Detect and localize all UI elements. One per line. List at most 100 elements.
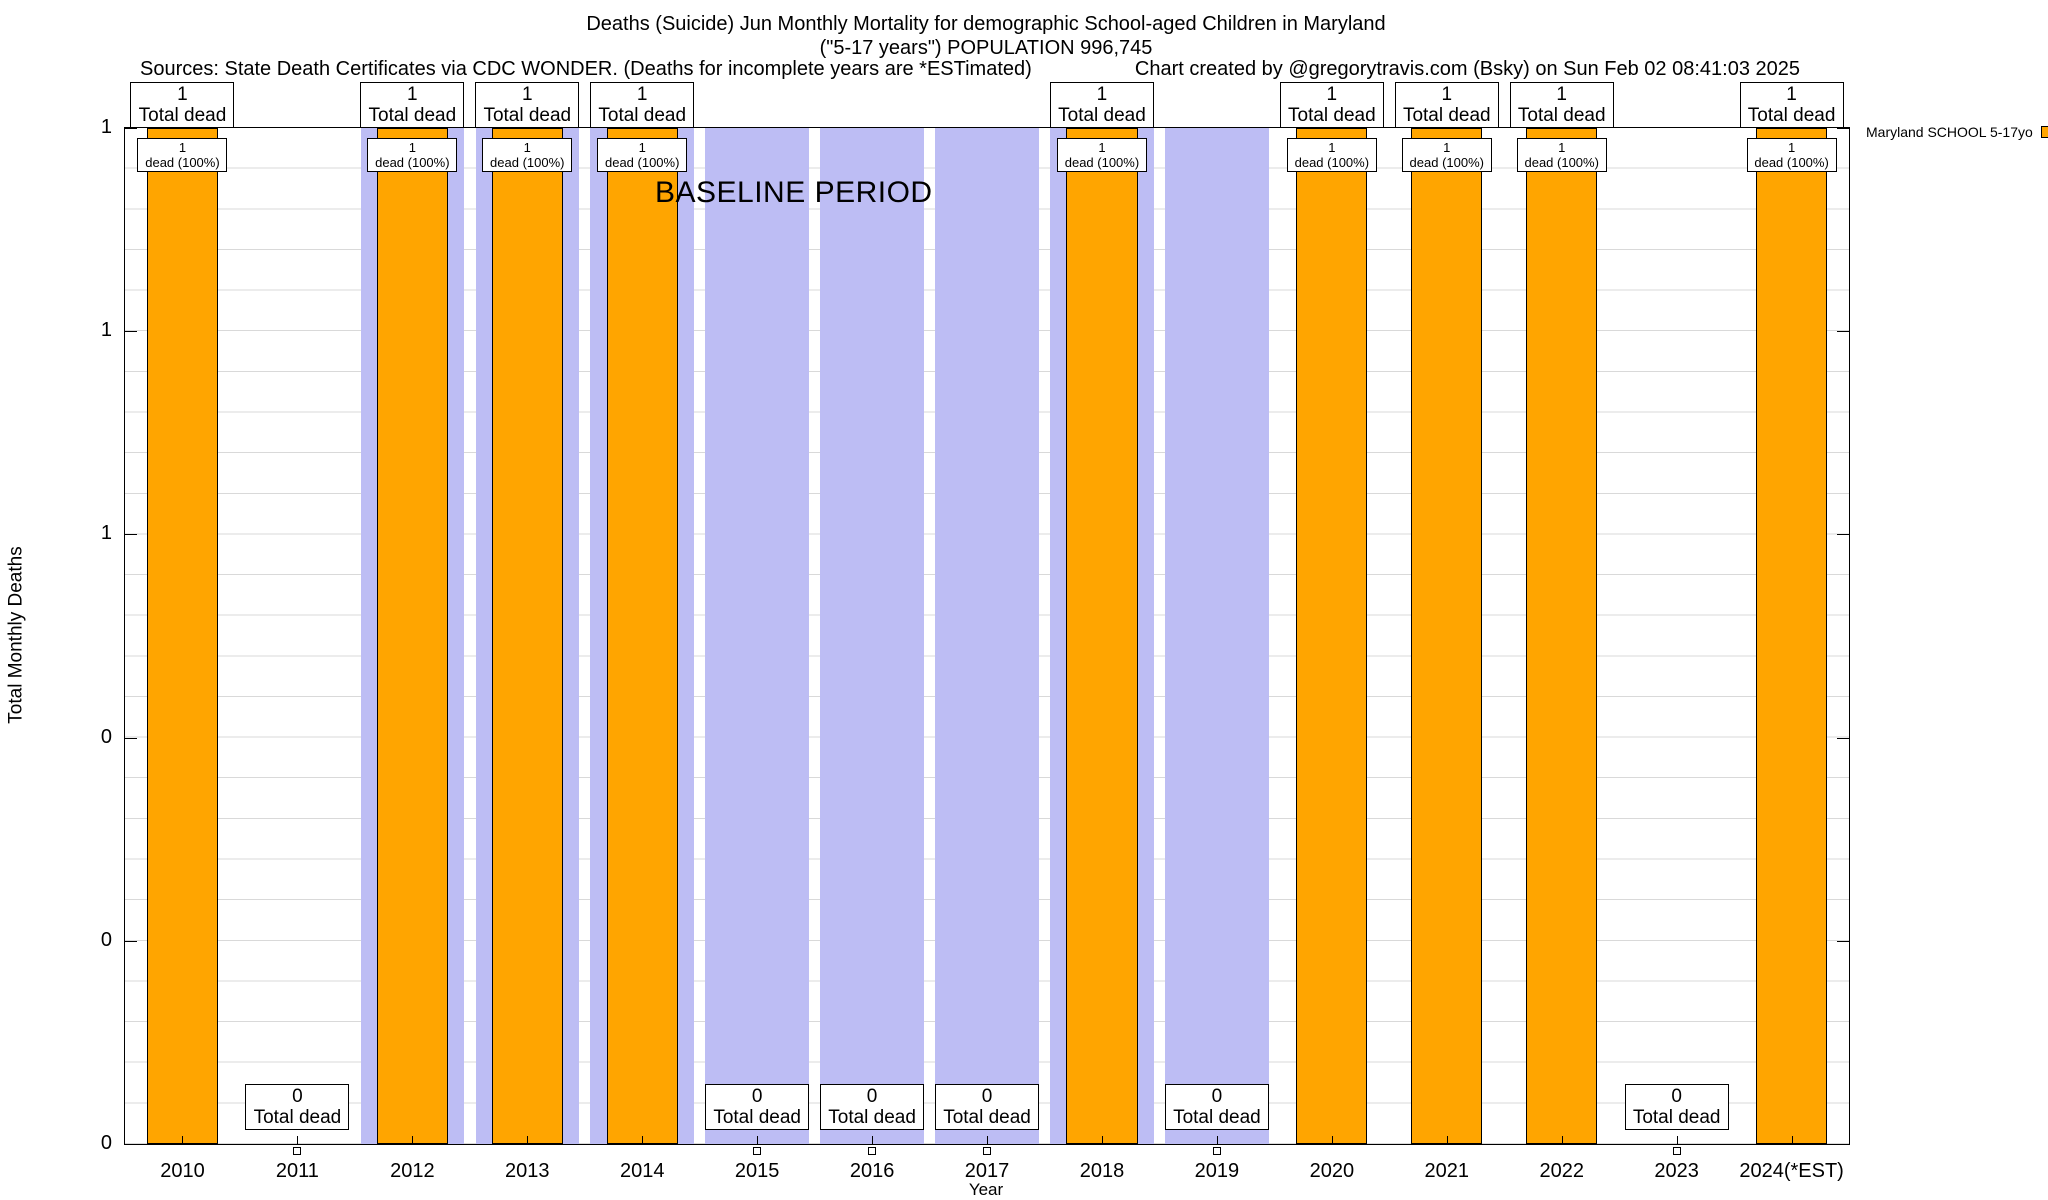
callout-value: 0 — [1211, 1086, 1223, 1107]
callout-label: Total dead — [713, 1107, 801, 1128]
y-axis-tick — [125, 1144, 137, 1145]
y-axis-tick — [125, 940, 137, 942]
y-tick-label: 1 — [100, 522, 112, 544]
dead-percent-callout: 1 dead (100%) — [1286, 138, 1377, 172]
callout-label: dead (100%) — [1294, 155, 1370, 170]
callout-label: dead (100%) — [1754, 155, 1829, 170]
x-tick-label: 2021 — [1424, 1160, 1470, 1182]
callout-value: 0 — [1671, 1086, 1682, 1107]
y-axis-tick — [1837, 534, 1849, 536]
dead-percent-callout: 1 dead (100%) — [597, 138, 688, 172]
dead-percent-callout: 1 dead (100%) — [1056, 138, 1147, 172]
callout-value: 0 — [292, 1086, 303, 1107]
x-tick-label: 2013 — [505, 1160, 550, 1182]
zero-value-marker — [868, 1147, 877, 1155]
y-tick-label: 1 — [100, 116, 112, 138]
deaths-bar — [376, 128, 448, 1144]
callout-label: Total dead — [828, 1107, 916, 1128]
total-dead-callout: 1 Total dead — [130, 82, 235, 128]
x-axis-tick — [1676, 1136, 1678, 1144]
x-axis-tick — [1216, 1136, 1218, 1144]
total-dead-callout: 1 Total dead — [1394, 82, 1499, 128]
callout-value: 1 — [638, 140, 646, 155]
credit-note: Chart created by @gregorytravis.com (Bsk… — [1134, 58, 1800, 80]
total-dead-callout: 1 Total dead — [1509, 82, 1614, 128]
callout-label: Total dead — [1058, 105, 1146, 126]
callout-label: Total dead — [1402, 105, 1491, 126]
callout-label: Total dead — [943, 1107, 1031, 1128]
deaths-bar — [1066, 128, 1138, 1144]
legend-label: Maryland SCHOOL 5-17yo — [1866, 124, 2033, 140]
total-dead-callout: 1 Total dead — [1279, 82, 1384, 128]
callout-value: 1 — [1441, 84, 1453, 105]
zero-dead-callout: 0 Total dead — [705, 1084, 810, 1130]
x-axis-tick — [1101, 1136, 1103, 1144]
x-axis-tick — [872, 1136, 874, 1144]
year-column-2014: 1 Total dead 1 dead (100%) 2014 — [585, 82, 700, 1182]
total-dead-callout: 1 Total dead — [1739, 82, 1844, 128]
plot-area: 1 Total dead 1 dead (100%) 2010 0 Total dead 20… — [124, 82, 1850, 1182]
callout-label: Total dead — [1747, 105, 1836, 126]
x-axis-tick — [527, 1136, 529, 1144]
x-tick-label: 2010 — [160, 1160, 205, 1182]
year-column-2023: 0 Total dead 2023 — [1619, 128, 1734, 1182]
callout-label: dead (100%) — [145, 155, 220, 170]
x-axis-tick — [412, 1136, 414, 1144]
callout-label: Total dead — [253, 1107, 342, 1128]
chart-title-line2: ("5-17 years") POPULATION 996,745 — [819, 37, 1153, 59]
dead-percent-callout: 1 dead (100%) — [137, 138, 228, 172]
year-column-2022: 1 Total dead 1 dead (100%) 2022 — [1504, 82, 1619, 1182]
baseline-band — [1165, 128, 1269, 1144]
year-column-2021: 1 Total dead 1 dead (100%) 2021 — [1389, 82, 1504, 1182]
callout-label: dead (100%) — [1409, 155, 1484, 170]
dead-percent-callout: 1 dead (100%) — [482, 138, 573, 172]
callout-value: 0 — [981, 1086, 993, 1107]
callout-value: 1 — [1558, 140, 1566, 155]
callout-value: 1 — [1098, 140, 1106, 155]
x-tick-label: 2019 — [1194, 1160, 1240, 1182]
x-axis-tick — [1446, 1136, 1448, 1144]
dead-percent-callout: 1 dead (100%) — [1746, 138, 1837, 172]
x-axis-title: Year — [968, 1180, 1004, 1199]
x-tick-label: 2022 — [1539, 1160, 1584, 1182]
baseline-band — [705, 128, 809, 1144]
x-tick-label: 2018 — [1079, 1160, 1125, 1182]
year-column-2016: 0 Total dead 2016 — [815, 128, 930, 1182]
callout-value: 0 — [866, 1086, 878, 1107]
y-axis-title: Total Monthly Deaths — [2, 127, 32, 1143]
callout-value: 1 — [523, 140, 531, 155]
y-axis-tick — [1837, 128, 1849, 129]
zero-dead-callout: 0 Total dead — [245, 1084, 350, 1130]
sources-note: Sources: State Death Certificates via CD… — [140, 58, 1032, 80]
x-tick-label: 2016 — [849, 1160, 895, 1182]
deaths-bar — [1526, 128, 1598, 1144]
zero-value-marker — [1672, 1147, 1681, 1155]
callout-value: 1 — [178, 140, 187, 155]
legend-color-swatch — [2040, 126, 2048, 138]
deaths-bar — [146, 128, 219, 1144]
x-axis-tick — [1561, 1136, 1563, 1144]
year-column-2015: 0 Total dead 2015 — [700, 128, 815, 1182]
zero-value-marker — [983, 1147, 992, 1155]
x-tick-label: 2011 — [275, 1160, 319, 1182]
baseline-band — [820, 128, 924, 1144]
x-axis-tick — [1791, 1136, 1793, 1144]
callout-value: 1 — [1786, 84, 1797, 105]
callout-value: 1 — [177, 84, 188, 105]
callout-label: dead (100%) — [375, 155, 450, 170]
total-dead-callout: 1 Total dead — [1049, 82, 1154, 128]
total-dead-callout: 1 Total dead — [360, 82, 465, 128]
year-column-2020: 1 Total dead 1 dead (100%) 2020 — [1274, 82, 1389, 1182]
year-column-2013: 1 Total dead 1 dead (100%) 2013 — [470, 82, 585, 1182]
deaths-bar — [1755, 128, 1828, 1144]
dead-percent-callout: 1 dead (100%) — [1516, 138, 1607, 172]
x-tick-label: 2012 — [390, 1160, 435, 1182]
total-dead-callout: 1 Total dead — [590, 82, 695, 128]
callout-value: 1 — [1556, 84, 1567, 105]
y-axis-title-text: Total Monthly Deaths — [6, 546, 28, 724]
dead-percent-callout: 1 dead (100%) — [367, 138, 458, 172]
total-dead-callout: 1 Total dead — [475, 82, 580, 128]
x-axis-tick — [757, 1136, 759, 1144]
year-column-2012: 1 Total dead 1 dead (100%) 2012 — [355, 82, 470, 1182]
callout-label: dead (100%) — [1524, 155, 1599, 170]
